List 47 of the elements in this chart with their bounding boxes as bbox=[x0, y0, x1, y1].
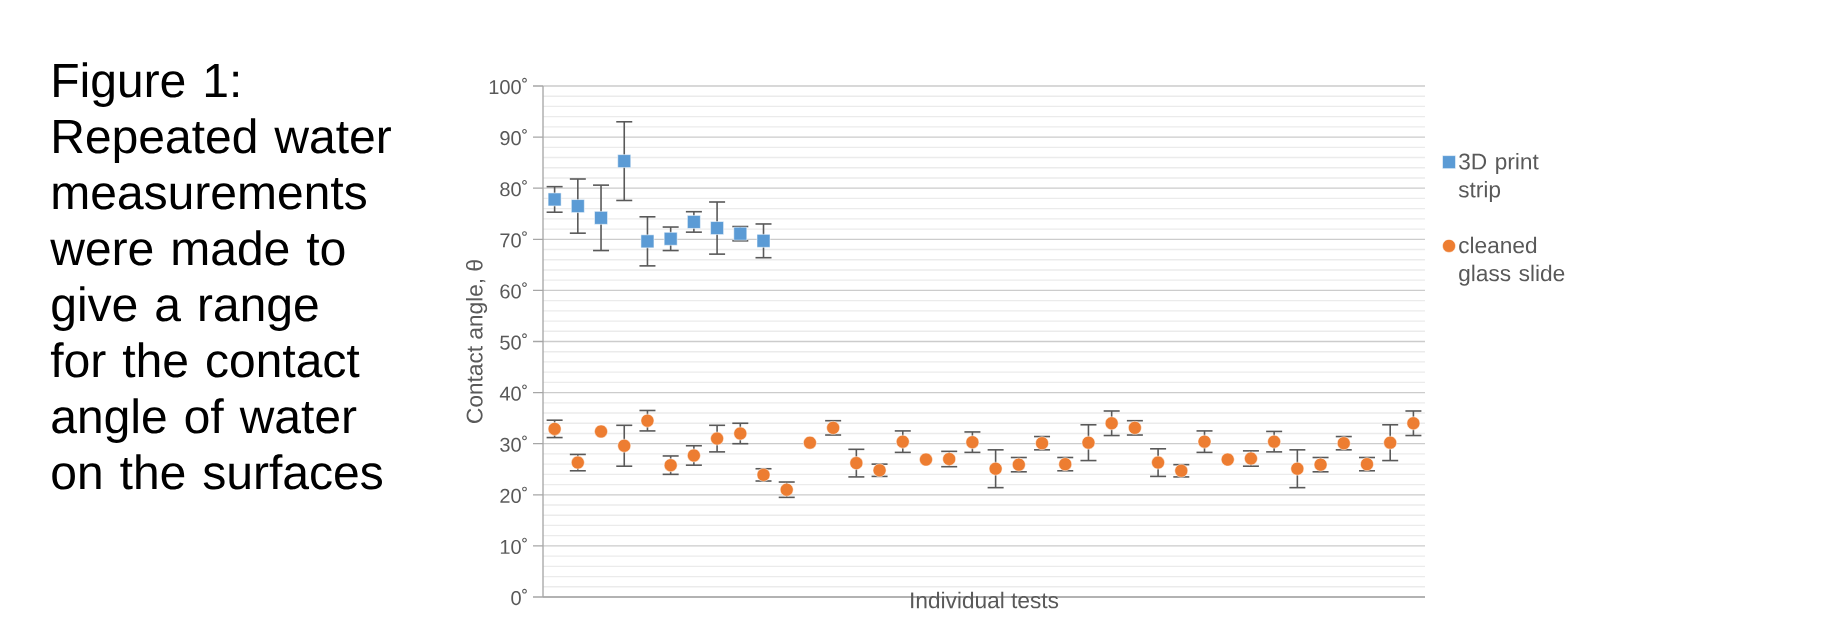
y-tick-label: 30˚ bbox=[500, 435, 527, 452]
y-tick-label: 100˚ bbox=[489, 77, 527, 95]
point bbox=[1383, 435, 1397, 450]
text: Figure 1: Repeated water measurements were made to give a range for the contact angle of water on the surfaces bbox=[50, 62, 391, 490]
point bbox=[594, 424, 608, 439]
point bbox=[640, 234, 655, 249]
point bbox=[710, 221, 724, 235]
point bbox=[803, 435, 817, 450]
point bbox=[919, 452, 933, 467]
y-tick-label: 10˚ bbox=[500, 537, 527, 555]
y-tick-label: 60˚ bbox=[500, 282, 527, 299]
y-tick-label: 70˚ bbox=[500, 231, 527, 248]
y-tick-label: 20˚ bbox=[500, 486, 527, 503]
point bbox=[895, 434, 910, 449]
legend-label: cleaned glass slide bbox=[1459, 236, 1565, 286]
point bbox=[733, 426, 748, 441]
point bbox=[1267, 434, 1281, 449]
point bbox=[965, 435, 980, 449]
y-tick-label: 40˚ bbox=[499, 384, 527, 401]
point bbox=[1081, 435, 1096, 450]
point bbox=[547, 192, 562, 207]
y-tick-label: 80˚ bbox=[500, 180, 527, 197]
point bbox=[849, 456, 864, 470]
point bbox=[687, 448, 701, 463]
point bbox=[571, 199, 585, 213]
point bbox=[594, 211, 608, 225]
point bbox=[640, 413, 655, 428]
point bbox=[1220, 452, 1235, 467]
point bbox=[663, 232, 678, 246]
point bbox=[710, 431, 724, 446]
point bbox=[1104, 416, 1119, 431]
point bbox=[1197, 434, 1212, 449]
y-axis-title: Contact angle, θ bbox=[465, 260, 488, 423]
point bbox=[1290, 461, 1305, 476]
point bbox=[988, 461, 1003, 476]
point bbox=[663, 458, 678, 472]
x-axis-title: Individual tests bbox=[911, 591, 1059, 609]
point bbox=[1151, 455, 1165, 470]
point bbox=[756, 234, 771, 248]
legend-label: 3D print strip bbox=[1458, 152, 1539, 203]
point bbox=[687, 215, 701, 229]
point bbox=[617, 154, 632, 168]
point bbox=[617, 438, 632, 453]
y-tick-label: 0˚ bbox=[511, 588, 527, 606]
point bbox=[1406, 416, 1421, 431]
y-tick-label: 90˚ bbox=[500, 128, 527, 146]
y-tick-label: 50˚ bbox=[500, 333, 527, 350]
